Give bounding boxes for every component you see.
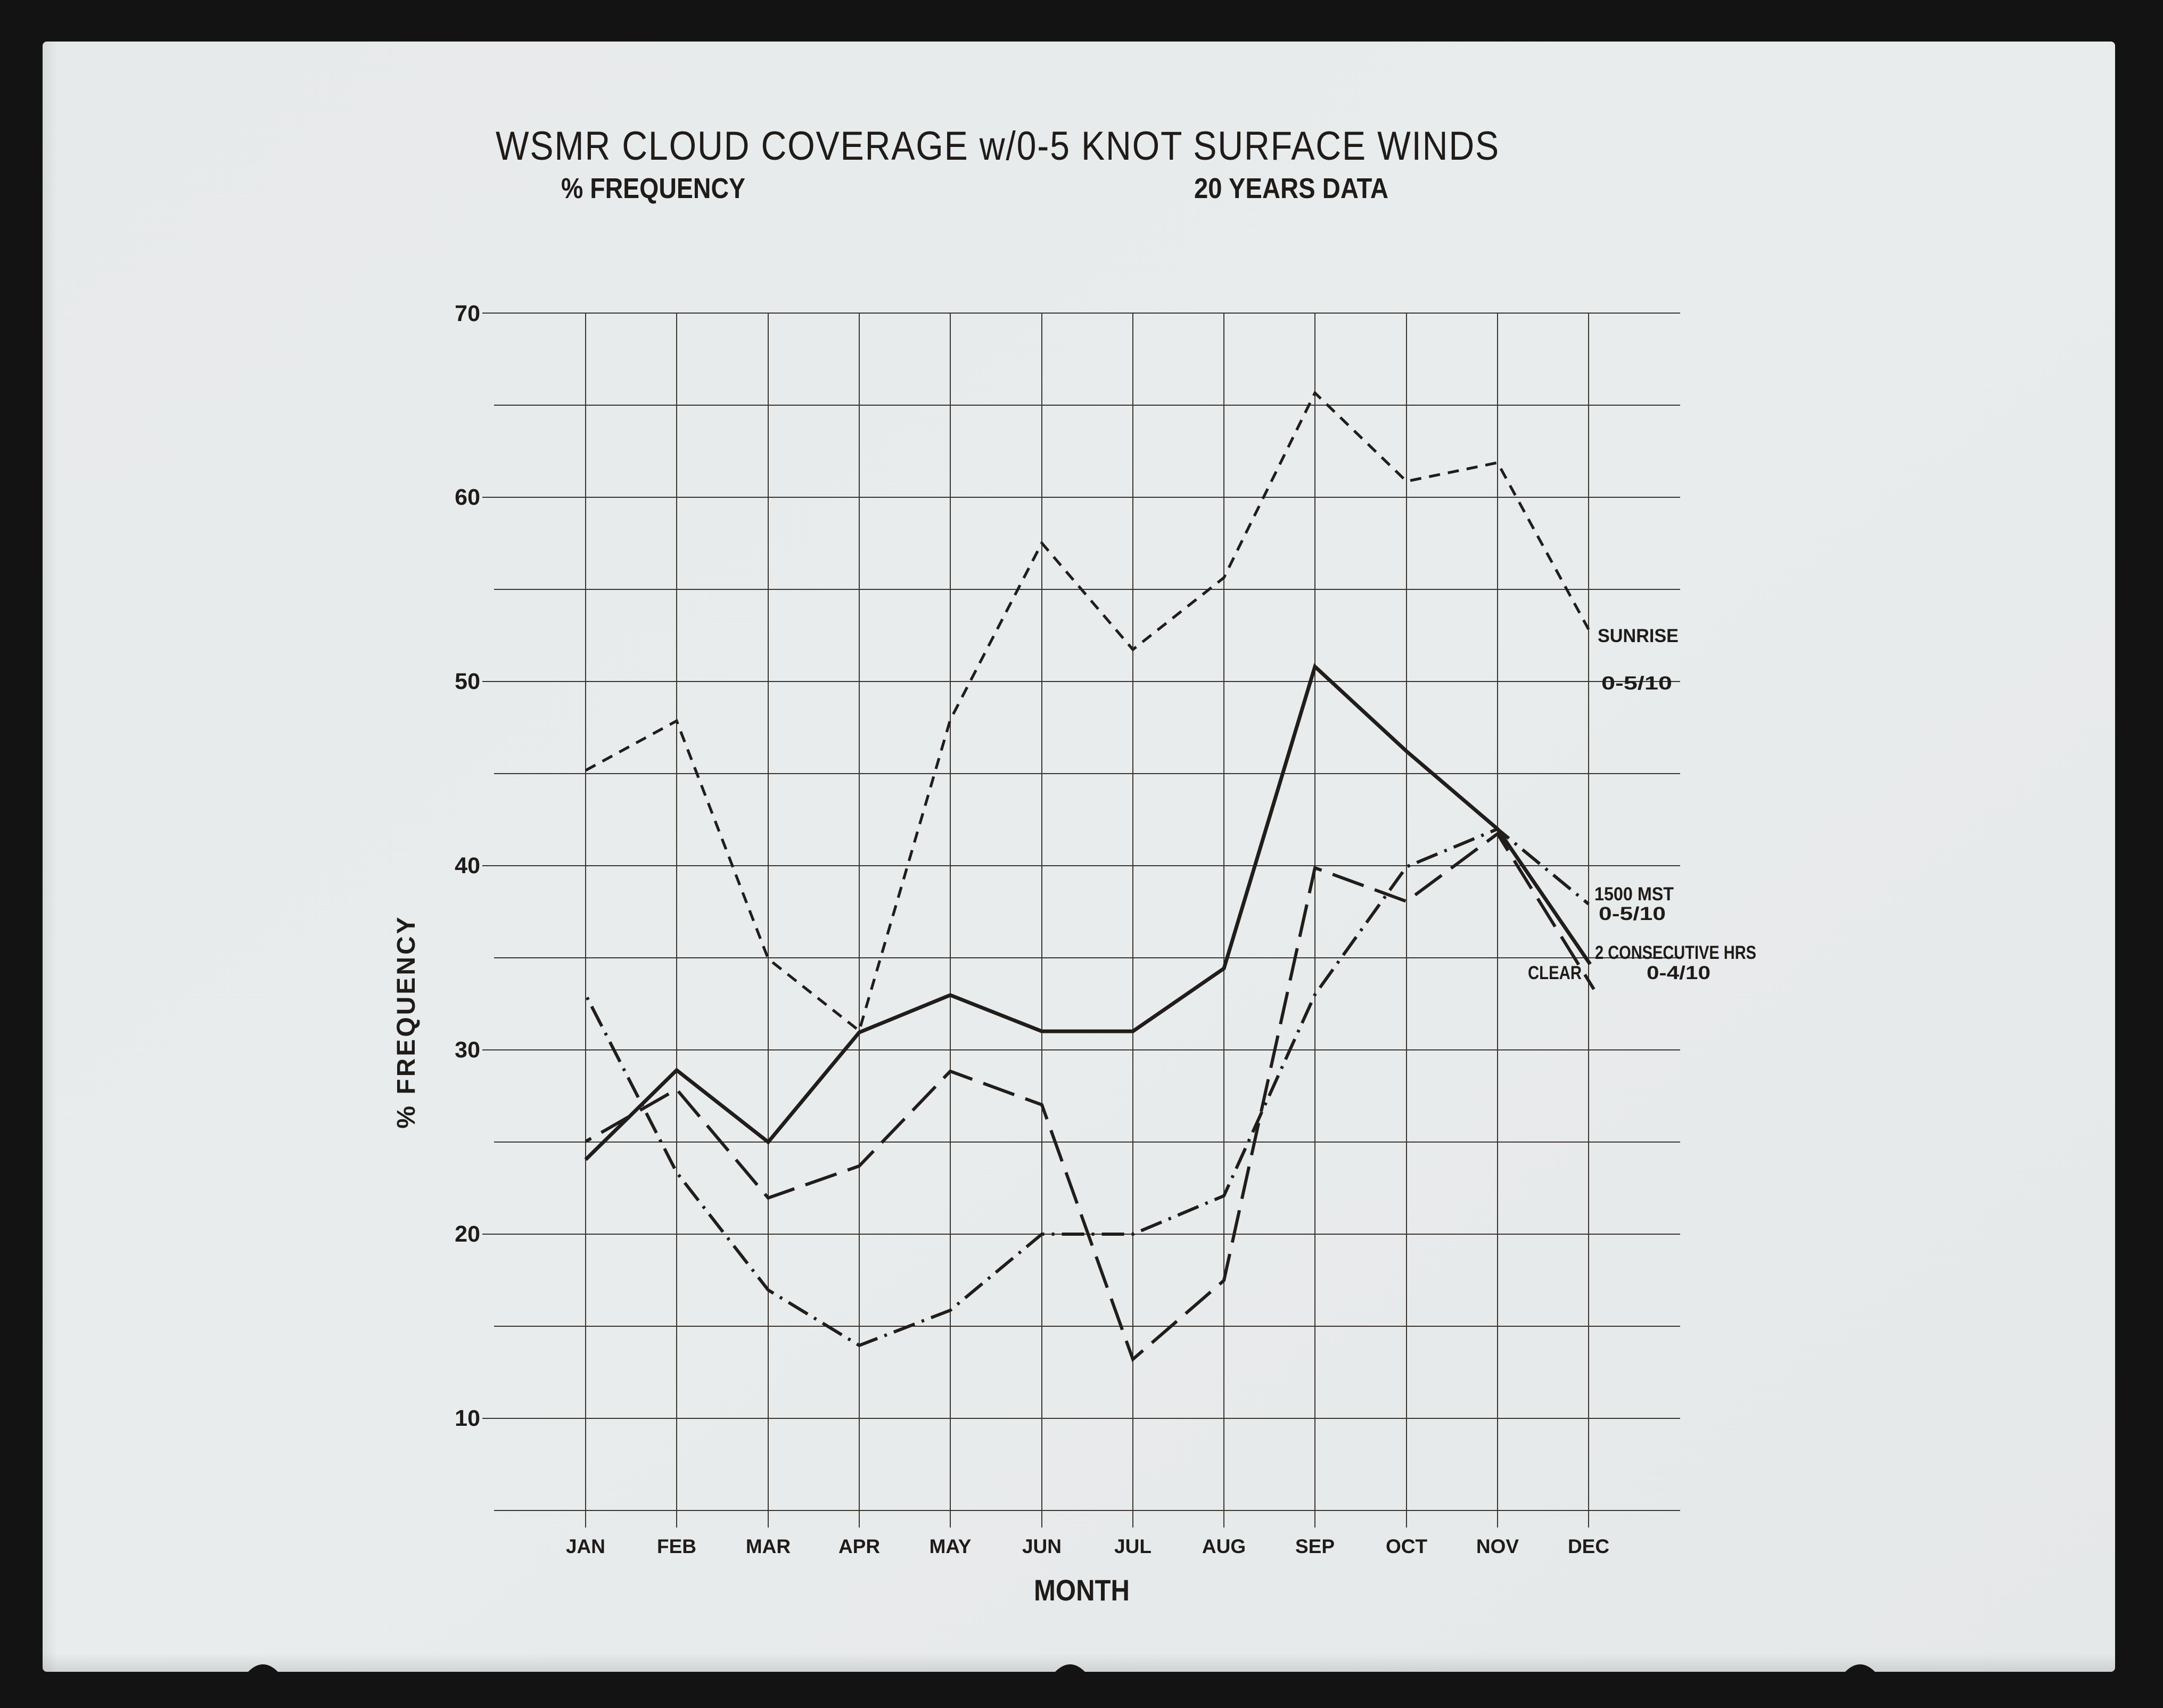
svg-text:0-5/10: 0-5/10 (1601, 673, 1672, 694)
svg-text:JUN: JUN (1022, 1535, 1062, 1557)
svg-text:MAR: MAR (746, 1535, 791, 1557)
svg-text:WSMR CLOUD COVERAGE w/0-5 KNOT: WSMR CLOUD COVERAGE w/0-5 KNOT SURFACE W… (496, 124, 1500, 169)
svg-text:2 CONSECUTIVE HRS: 2 CONSECUTIVE HRS (1595, 942, 1756, 963)
svg-text:40: 40 (455, 853, 480, 878)
svg-text:CLEAR: CLEAR (1528, 963, 1582, 983)
svg-text:% FREQUENCY: % FREQUENCY (561, 173, 745, 204)
svg-text:10: 10 (455, 1406, 480, 1431)
svg-text:30: 30 (455, 1037, 480, 1063)
svg-text:0-5/10: 0-5/10 (1599, 904, 1666, 924)
svg-text:% FREQUENCY: % FREQUENCY (392, 915, 421, 1128)
svg-text:20: 20 (455, 1221, 480, 1247)
svg-text:20 YEARS DATA: 20 YEARS DATA (1194, 173, 1388, 204)
svg-text:AUG: AUG (1202, 1535, 1246, 1557)
svg-text:JAN: JAN (566, 1535, 605, 1557)
svg-text:0-4/10: 0-4/10 (1647, 963, 1710, 983)
svg-text:MONTH: MONTH (1034, 1573, 1130, 1607)
svg-text:OCT: OCT (1386, 1535, 1428, 1557)
svg-text:FEB: FEB (657, 1535, 696, 1557)
svg-text:70: 70 (455, 301, 480, 326)
svg-text:APR: APR (838, 1535, 880, 1557)
svg-text:60: 60 (455, 485, 480, 510)
svg-text:1500 MST: 1500 MST (1594, 884, 1674, 905)
svg-text:SEP: SEP (1295, 1535, 1335, 1557)
svg-text:SUNRISE: SUNRISE (1598, 626, 1679, 646)
svg-text:50: 50 (455, 669, 480, 694)
svg-text:DEC: DEC (1568, 1535, 1609, 1557)
svg-text:NOV: NOV (1476, 1535, 1519, 1557)
svg-text:MAY: MAY (930, 1535, 972, 1557)
svg-text:JUL: JUL (1114, 1535, 1152, 1557)
